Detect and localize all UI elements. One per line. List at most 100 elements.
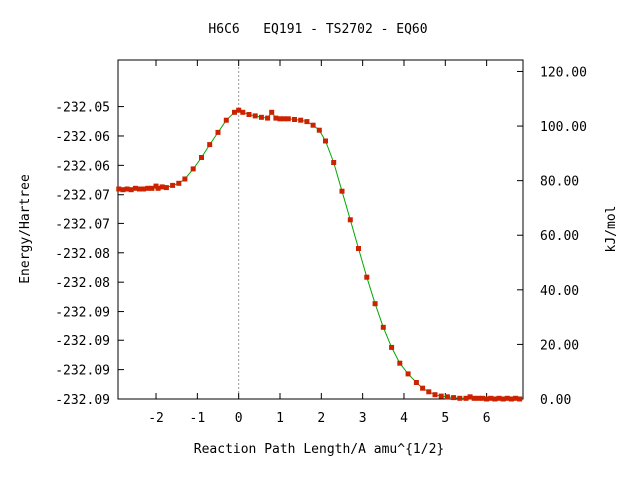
data-point <box>444 394 450 400</box>
data-point <box>159 184 165 190</box>
data-point <box>232 109 237 115</box>
x-tick-label: 6 <box>483 411 491 426</box>
data-point <box>273 115 279 121</box>
y2-axis-label: kJ/mol <box>604 206 619 253</box>
data-point <box>504 395 510 401</box>
y2-tick-label: 0.00 <box>540 393 571 408</box>
data-point <box>475 395 481 401</box>
data-point <box>426 389 432 395</box>
y-tick-label: -232.09 <box>55 334 110 349</box>
data-point <box>155 185 161 191</box>
data-point <box>331 160 337 165</box>
x-tick-label: 5 <box>441 411 449 426</box>
x-tick-label: 3 <box>359 411 367 426</box>
data-point <box>252 113 258 119</box>
x-tick-label: -1 <box>190 411 206 426</box>
data-point <box>120 187 126 193</box>
data-point <box>182 176 188 182</box>
data-point <box>397 360 403 366</box>
data-point <box>215 129 221 135</box>
data-point <box>356 246 361 251</box>
data-point-markers <box>116 107 523 402</box>
data-point <box>170 182 176 188</box>
y2-tick-label: 120.00 <box>540 65 587 80</box>
data-point <box>463 395 469 401</box>
x-axis-label: Reaction Path Length/A amu^{1/2} <box>194 442 444 457</box>
data-point <box>298 117 304 123</box>
y-tick-label: -232.05 <box>55 101 110 116</box>
data-point <box>285 116 291 122</box>
data-point <box>347 217 353 223</box>
data-point <box>488 395 494 401</box>
y-tick-label: -232.08 <box>55 276 110 291</box>
data-point <box>484 396 490 402</box>
data-point <box>496 395 502 401</box>
data-point <box>163 185 169 191</box>
data-point <box>258 114 264 120</box>
data-point <box>413 380 419 385</box>
data-point <box>451 395 457 401</box>
data-point <box>380 324 386 330</box>
data-point <box>199 155 204 160</box>
y2-tick-label: 40.00 <box>540 284 579 299</box>
data-point <box>467 394 473 400</box>
y-tick-label: -232.06 <box>55 159 110 174</box>
data-point <box>124 186 130 192</box>
y2-tick-label: 20.00 <box>540 338 579 353</box>
y-tick-label: -232.09 <box>55 306 110 321</box>
data-point <box>438 393 444 399</box>
data-point <box>316 127 322 133</box>
data-point <box>432 392 438 398</box>
y-tick-label: -232.08 <box>55 247 110 262</box>
axis-ticks <box>118 60 523 400</box>
data-point <box>492 396 498 402</box>
data-point <box>149 185 155 191</box>
data-point <box>339 188 345 194</box>
data-point <box>508 396 514 402</box>
data-point <box>364 274 370 280</box>
data-point <box>128 187 134 193</box>
data-point <box>513 395 519 401</box>
y-tick-label: -232.07 <box>55 217 110 232</box>
data-point <box>265 115 271 121</box>
data-point <box>389 344 395 350</box>
x-tick-label: 1 <box>276 411 284 426</box>
data-point <box>323 138 328 144</box>
data-point <box>137 186 142 192</box>
x-tick-label: 4 <box>400 411 408 426</box>
data-point <box>500 396 506 402</box>
data-point <box>471 395 477 401</box>
data-point <box>269 109 275 115</box>
y2-tick-label: 100.00 <box>540 120 587 135</box>
data-point <box>236 107 242 113</box>
data-point <box>292 117 297 122</box>
data-point <box>420 385 426 391</box>
data-point <box>176 180 182 186</box>
data-point <box>310 122 316 128</box>
chart-title: H6C6 EQ191 - TS2702 - EQ60 <box>208 22 427 37</box>
data-point <box>246 112 252 117</box>
data-point <box>304 119 310 125</box>
x-tick-label: 2 <box>317 411 325 426</box>
y2-tick-labels: 0.00 20.00 40.00 60.00 80.00 100.00 120.00 <box>540 65 587 408</box>
y-tick-labels: -232.09 -232.09 -232.09 -232.09 -232.08 -232.… <box>55 101 110 408</box>
y2-tick-label: 80.00 <box>540 175 579 190</box>
energy-curve-line <box>118 109 520 400</box>
y2-tick-label: 60.00 <box>540 229 579 244</box>
y-tick-label: -232.09 <box>55 393 110 408</box>
y-tick-label: -232.06 <box>55 130 110 145</box>
data-point <box>457 395 463 401</box>
data-point <box>116 186 122 192</box>
y-axis-label: Energy/Hartree <box>18 174 33 284</box>
x-tick-label: 0 <box>235 411 243 426</box>
data-point <box>145 185 151 191</box>
x-tick-label: -2 <box>148 411 164 426</box>
data-point <box>207 142 213 148</box>
data-point <box>132 185 138 191</box>
plot-frame <box>117 59 524 400</box>
data-point <box>141 186 147 192</box>
data-point <box>517 396 523 402</box>
data-point <box>240 109 246 115</box>
y-tick-label: -232.07 <box>55 189 110 204</box>
